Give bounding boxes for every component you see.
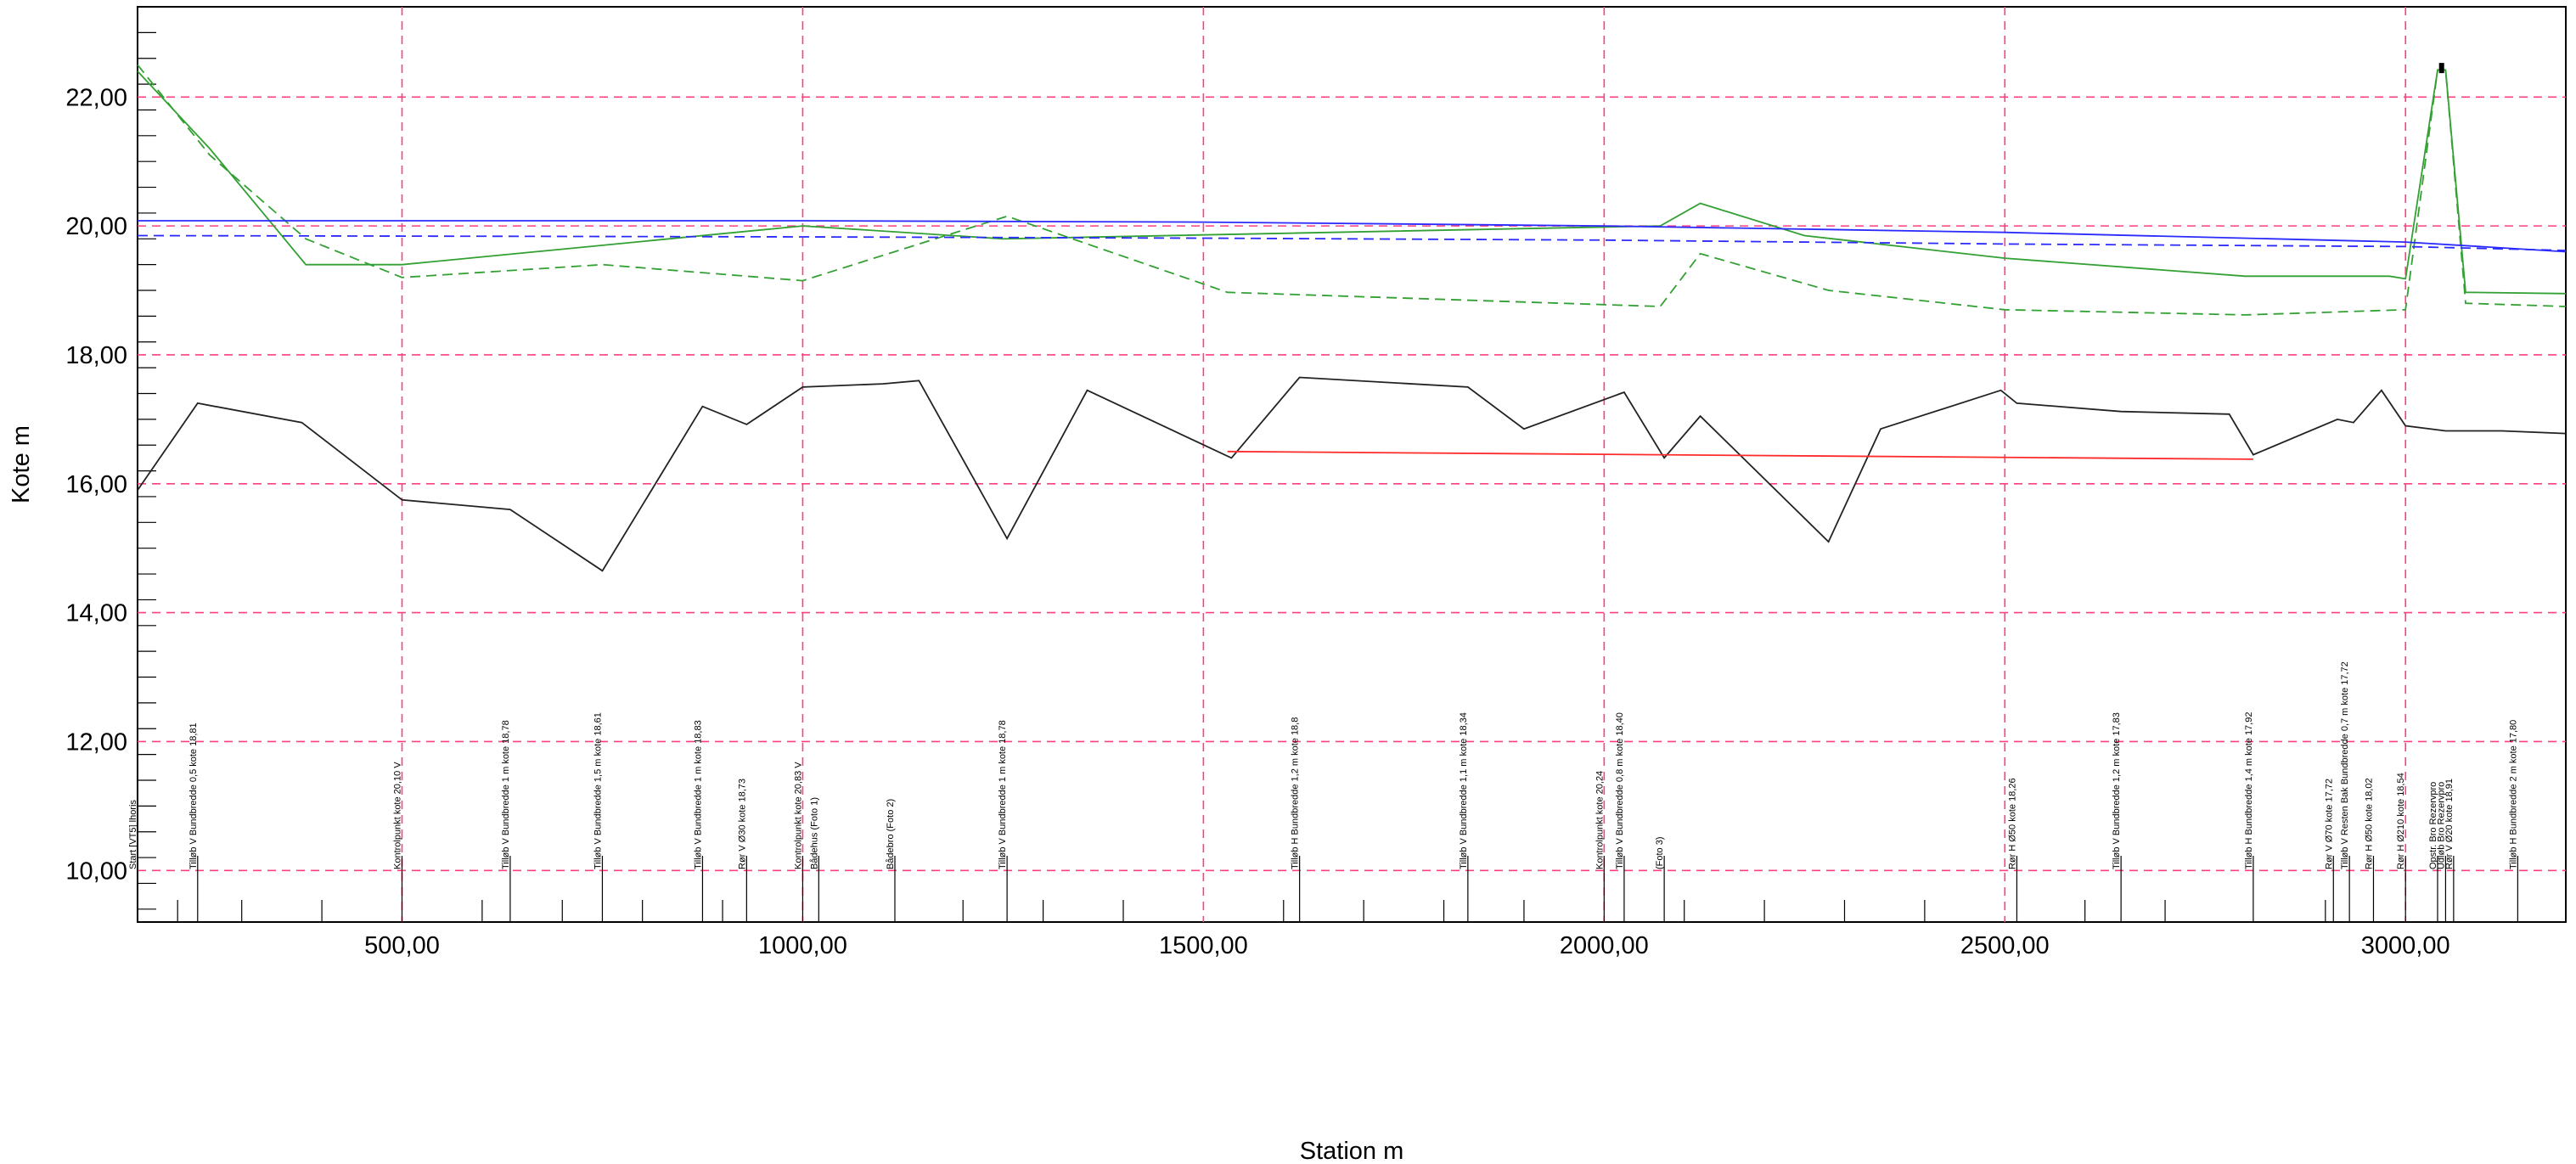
y-tick-label: 12,00 [65,728,127,756]
annotation-label: Udløb Bro Rezervpro [2436,782,2446,869]
x-tick-label: 2000,00 [1560,932,1649,959]
annotation-label: Start [VT5] lhoris [128,800,138,869]
bridge-marker [2438,63,2444,74]
annotation-label: Tilløb V Bundbredde 1 m kote 18,78 [998,720,1008,869]
annotation-label: Rør H Ø210 kote 18,54 [2396,773,2406,869]
plot-frame [137,6,2567,923]
annotation-label: Rør V Ø30 kote 18,73 [737,779,747,869]
series-line [137,234,2567,251]
annotation-label: Rør V Ø20 kote 18,91 [2444,779,2455,869]
x-axis-title: Station m [1300,1138,1404,1164]
annotation-label: Rør H Ø50 kote 18,02 [2364,778,2374,869]
annotation-label: Rør V Ø70 kote 17,72 [2324,779,2334,869]
y-tick-label: 18,00 [65,342,127,369]
series-group [137,63,2567,572]
y-tick-labels: 10,00 12,00 14,00 16,00 18,00 20,00 22,00 [65,84,127,885]
x-tick-labels: 500,00 1000,00 1500,00 2000,00 2500,00 3000,0… [364,932,2450,959]
annotation-label: Tilløb V Bundbredde 0,8 m kote 18,40 [1615,712,1625,869]
x-tick-label: 3000,00 [2361,932,2450,959]
series-line [1227,450,2253,460]
annotation-label: Tilløb V Resten Bak Bundbredde 0,7 m kot… [2340,661,2350,869]
annotation-label: Rør H Ø50 kote 18,26 [2007,778,2017,869]
annotation-label: Kontrolpunkt kote 20,24 [1595,771,1605,869]
x-tick-label: 1500,00 [1159,932,1248,959]
grid-lines [138,7,2566,922]
y-tick-label: 20,00 [65,213,127,240]
x-tick-label: 500,00 [364,932,440,959]
y-tick-label: 10,00 [65,858,127,885]
y-minor-ticks [138,31,156,910]
station-ticks [177,900,2326,922]
annotation-label: Tilløb H Bundbredde 1,2 m kote 18,8 [1291,717,1301,869]
series-line [137,64,2567,316]
y-axis-title: Kote m [8,425,35,503]
station-annotations: Start [VT5] lhoris Tilløb V Bundbredde 0,… [128,661,2518,922]
annotation-label: Opstr. Bro Rezervpro [2428,782,2438,869]
annotation-label: Tilløb H Bundbredde 2 m kote 17,80 [2508,720,2518,869]
series-line [137,376,2567,572]
annotation-label: Tilløb V Bundbredde 1,2 m kote 17,83 [2112,712,2122,869]
annotation-label: Bådehus (Foto 1) [809,797,819,869]
y-tick-label: 22,00 [65,84,127,111]
y-tick-label: 14,00 [65,600,127,627]
annotation-label: Bådebro (Foto 2) [886,799,896,869]
annotation-label: (Foto 3) [1655,836,1665,869]
x-tick-label: 1000,00 [758,932,847,959]
annotation-label: Tilløb V Bundbredde 1 m kote 18,78 [501,720,511,869]
series-line [138,220,2567,253]
annotation-label: Tilløb H Bundbredde 1,4 m kote 17,92 [2244,712,2254,869]
annotation-label: Tilløb V Bundbredde 0,5 kote 18,81 [188,723,199,869]
annotation-label: Tilløb V Bundbredde 1,5 m kote 18,61 [593,712,603,869]
y-tick-label: 16,00 [65,471,127,498]
annotation-label: Kontrolpunkt kote 20,10 V [392,762,402,869]
annotation-label: Tilløb V Bundbredde 1 m kote 18,83 [693,720,703,869]
x-tick-label: 2500,00 [1960,932,2050,959]
annotation-label: Kontrolpunkt kote 20,83 V [793,762,803,869]
annotation-label: Tilløb V Bundbredde 1,1 m kote 18,34 [1459,712,1469,869]
